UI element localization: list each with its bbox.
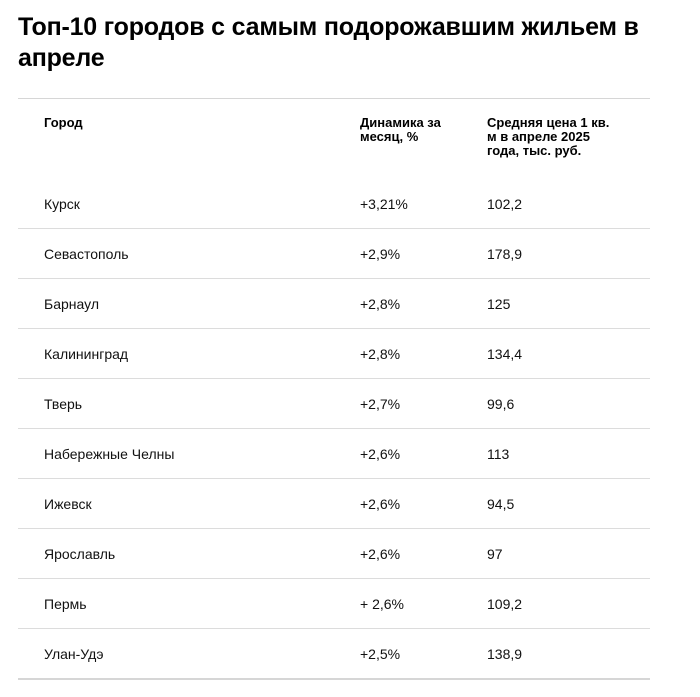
city-cell: Набережные Челны [44,445,175,462]
price-cell: 102,2 [487,195,523,212]
city-cell: Улан-Удэ [44,645,104,662]
price-cell: 178,9 [487,245,523,262]
city-cell: Ярославль [44,545,116,562]
change-cell: +2,8% [360,295,401,312]
price-cell: 138,9 [487,645,523,662]
city-cell: Пермь [44,595,87,612]
change-cell: +2,6% [360,495,401,512]
change-cell: +3,21% [360,195,408,212]
table-row: Ижевск +2,6% 94,5 [18,478,650,528]
table-row: Курск +3,21% 102,2 [18,179,650,228]
price-cell: 125 [487,295,511,312]
change-cell: +2,6% [360,445,401,462]
city-cell: Тверь [44,395,83,412]
table-row: Севастополь +2,9% 178,9 [18,228,650,278]
table-row: Пермь + 2,6% 109,2 [18,578,650,628]
header-city: Город [44,115,83,130]
table-row: Тверь +2,7% 99,6 [18,378,650,428]
change-cell: +2,9% [360,245,401,262]
price-cell: 94,5 [487,495,515,512]
change-cell: +2,6% [360,545,401,562]
city-cell: Курск [44,195,80,212]
table-row: Ярославль +2,6% 97 [18,528,650,578]
table-row: Барнаул +2,8% 125 [18,278,650,328]
table-row: Набережные Челны +2,6% 113 [18,428,650,478]
header-average-price: Средняя цена 1 кв. м в апреле 2025 года,… [487,115,610,158]
city-cell: Севастополь [44,245,129,262]
table-row: Калининград +2,8% 134,4 [18,328,650,378]
price-cell: 109,2 [487,595,523,612]
city-cell: Ижевск [44,495,92,512]
page-title: Топ-10 городов с самым подорожавшим жиль… [18,13,639,72]
price-cell: 99,6 [487,395,515,412]
price-cell: 97 [487,545,503,562]
city-cell: Барнаул [44,295,99,312]
price-cell: 134,4 [487,345,523,362]
price-table: Город Динамика за месяц, % Средняя цена … [18,98,650,680]
price-cell: 113 [487,445,510,462]
change-cell: +2,7% [360,395,401,412]
table-header-row: Город Динамика за месяц, % Средняя цена … [18,99,650,179]
header-monthly-change: Динамика за месяц, % [360,115,441,144]
change-cell: +2,5% [360,645,401,662]
city-cell: Калининград [44,345,129,362]
change-cell: + 2,6% [360,595,404,612]
table-row: Улан-Удэ +2,5% 138,9 [18,628,650,678]
change-cell: +2,8% [360,345,401,362]
